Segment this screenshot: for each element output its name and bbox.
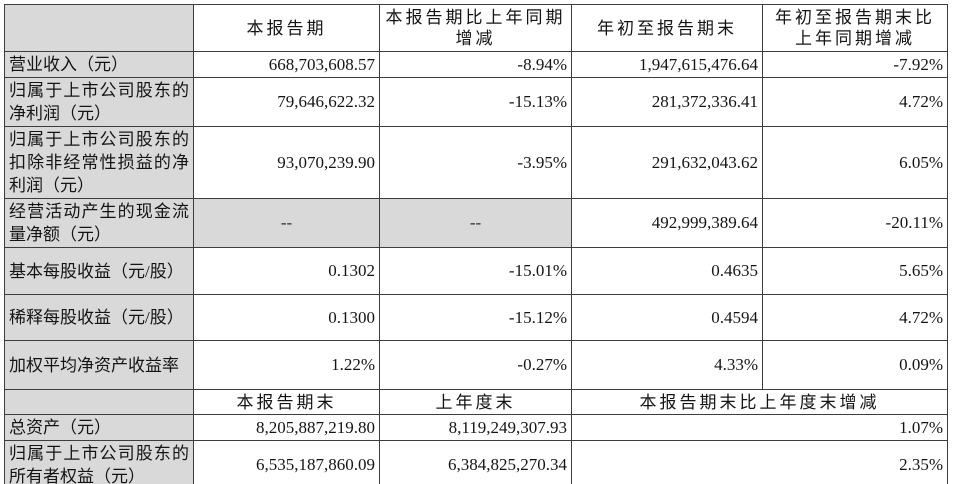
table-row: 归属于上市公司股东的扣除非经常性损益的净利润（元） 93,070,239.90 … — [4, 126, 948, 199]
value-ytd: 4.33% — [571, 340, 763, 390]
header-current-period-change: 本报告期比上年同期增减 — [379, 4, 572, 52]
header-period-end: 本报告期末 — [193, 389, 380, 415]
value-ytd-change: 4.72% — [762, 77, 948, 127]
value-current-period-change: -15.13% — [379, 77, 572, 127]
value-ytd: 0.4594 — [571, 294, 763, 341]
header-current-period: 本报告期 — [193, 4, 380, 52]
table-row: 总资产（元） 8,205,887,219.80 8,119,249,307.93… — [4, 414, 948, 441]
value-current-period-change: -0.27% — [379, 340, 572, 390]
header-period-end-change: 本报告期末比上年度末增减 — [571, 389, 948, 415]
value-current-period: 0.1302 — [193, 247, 380, 295]
value-current-period: -- — [193, 198, 380, 248]
value-prev-year-end: 6,384,825,270.34 — [379, 440, 572, 484]
metric-label: 总资产（元） — [4, 414, 194, 441]
value-current-period: 93,070,239.90 — [193, 126, 380, 199]
metric-label: 营业收入（元） — [4, 51, 194, 78]
value-ytd-change: -20.11% — [762, 198, 948, 248]
table-row: 基本每股收益（元/股） 0.1302 -15.01% 0.4635 5.65% — [4, 247, 948, 295]
balance-header-row: 本报告期末 上年度末 本报告期末比上年度末增减 — [4, 389, 948, 415]
value-period-end: 8,205,887,219.80 — [193, 414, 380, 441]
value-ytd-change: 6.05% — [762, 126, 948, 199]
table-row: 经营活动产生的现金流量净额（元） -- -- 492,999,389.64 -2… — [4, 198, 948, 248]
value-period-end-change: 2.35% — [571, 440, 948, 484]
metric-label: 稀释每股收益（元/股） — [4, 294, 194, 341]
financial-summary-table: 本报告期 本报告期比上年同期增减 年初至报告期末 年初至报告期末比上年同期增减 … — [4, 4, 948, 484]
value-current-period-change: -- — [379, 198, 572, 248]
metric-label: 归属于上市公司股东的所有者权益（元） — [4, 440, 194, 484]
header-corner-cell — [4, 4, 194, 52]
value-ytd: 291,632,043.62 — [571, 126, 763, 199]
value-current-period: 0.1300 — [193, 294, 380, 341]
table-row: 稀释每股收益（元/股） 0.1300 -15.12% 0.4594 4.72% — [4, 294, 948, 341]
value-ytd-change: 5.65% — [762, 247, 948, 295]
value-ytd-change: -7.92% — [762, 51, 948, 78]
value-ytd: 1,947,615,476.64 — [571, 51, 763, 78]
value-prev-year-end: 8,119,249,307.93 — [379, 414, 572, 441]
value-ytd-change: 4.72% — [762, 294, 948, 341]
metric-label: 归属于上市公司股东的净利润（元） — [4, 77, 194, 127]
table-row: 归属于上市公司股东的所有者权益（元） 6,535,187,860.09 6,38… — [4, 440, 948, 484]
value-current-period: 1.22% — [193, 340, 380, 390]
value-ytd: 0.4635 — [571, 247, 763, 295]
table-header-row: 本报告期 本报告期比上年同期增减 年初至报告期末 年初至报告期末比上年同期增减 — [4, 4, 948, 52]
value-ytd: 492,999,389.64 — [571, 198, 763, 248]
metric-label: 归属于上市公司股东的扣除非经常性损益的净利润（元） — [4, 126, 194, 199]
metric-label: 基本每股收益（元/股） — [4, 247, 194, 295]
value-current-period-change: -15.01% — [379, 247, 572, 295]
balance-header-corner-cell — [4, 389, 194, 415]
value-current-period: 79,646,622.32 — [193, 77, 380, 127]
table-row: 归属于上市公司股东的净利润（元） 79,646,622.32 -15.13% 2… — [4, 77, 948, 127]
value-current-period-change: -15.12% — [379, 294, 572, 341]
metric-label: 加权平均净资产收益率 — [4, 340, 194, 390]
header-ytd: 年初至报告期末 — [571, 4, 763, 52]
metric-label: 经营活动产生的现金流量净额（元） — [4, 198, 194, 248]
value-period-end-change: 1.07% — [571, 414, 948, 441]
header-ytd-change: 年初至报告期末比上年同期增减 — [762, 4, 948, 52]
value-ytd-change: 0.09% — [762, 340, 948, 390]
value-current-period-change: -8.94% — [379, 51, 572, 78]
table-row: 加权平均净资产收益率 1.22% -0.27% 4.33% 0.09% — [4, 340, 948, 390]
value-current-period-change: -3.95% — [379, 126, 572, 199]
value-period-end: 6,535,187,860.09 — [193, 440, 380, 484]
value-ytd: 281,372,336.41 — [571, 77, 763, 127]
header-prev-year-end: 上年度末 — [379, 389, 572, 415]
value-current-period: 668,703,608.57 — [193, 51, 380, 78]
table-row: 营业收入（元） 668,703,608.57 -8.94% 1,947,615,… — [4, 51, 948, 78]
